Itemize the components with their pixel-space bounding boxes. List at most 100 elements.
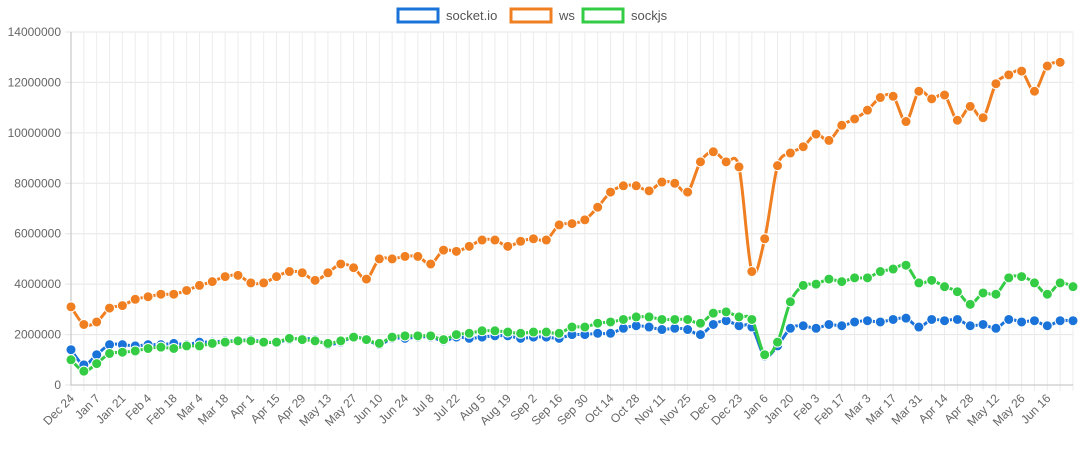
data-point[interactable] <box>797 141 809 153</box>
data-point[interactable] <box>515 327 527 339</box>
data-point[interactable] <box>425 258 437 270</box>
data-point[interactable] <box>283 266 295 278</box>
data-point[interactable] <box>694 156 706 168</box>
data-point[interactable] <box>206 276 218 288</box>
data-point[interactable] <box>926 93 938 105</box>
data-point[interactable] <box>142 342 154 354</box>
data-point[interactable] <box>605 316 617 328</box>
data-point[interactable] <box>489 325 501 337</box>
data-point[interactable] <box>399 250 411 262</box>
data-point[interactable] <box>1016 316 1028 328</box>
data-point[interactable] <box>116 346 128 358</box>
data-point[interactable] <box>245 335 257 347</box>
data-point[interactable] <box>617 313 629 325</box>
data-point[interactable] <box>784 147 796 159</box>
legend-item[interactable]: sockjs <box>581 7 668 24</box>
data-point[interactable] <box>823 134 835 146</box>
data-point[interactable] <box>617 180 629 192</box>
data-point[interactable] <box>386 253 398 265</box>
data-point[interactable] <box>309 335 321 347</box>
data-point[interactable] <box>65 344 77 356</box>
data-point[interactable] <box>913 321 925 333</box>
data-point[interactable] <box>129 293 141 305</box>
data-point[interactable] <box>836 276 848 288</box>
data-point[interactable] <box>553 219 565 231</box>
data-point[interactable] <box>271 271 283 283</box>
data-point[interactable] <box>874 266 886 278</box>
data-point[interactable] <box>450 329 462 341</box>
data-point[interactable] <box>913 277 925 289</box>
data-point[interactable] <box>810 128 822 140</box>
data-point[interactable] <box>797 320 809 332</box>
data-point[interactable] <box>669 177 681 189</box>
data-point[interactable] <box>335 258 347 270</box>
data-point[interactable] <box>746 313 758 325</box>
data-point[interactable] <box>707 318 719 330</box>
data-point[interactable] <box>990 322 1002 334</box>
data-point[interactable] <box>759 233 771 245</box>
data-point[interactable] <box>887 313 899 325</box>
data-point[interactable] <box>707 307 719 319</box>
data-point[interactable] <box>682 313 694 325</box>
data-point[interactable] <box>694 329 706 341</box>
data-point[interactable] <box>1067 281 1079 293</box>
data-point[interactable] <box>193 340 205 352</box>
data-point[interactable] <box>643 311 655 323</box>
data-point[interactable] <box>682 324 694 336</box>
data-point[interactable] <box>630 311 642 323</box>
data-point[interactable] <box>720 156 732 168</box>
data-point[interactable] <box>412 330 424 342</box>
data-point[interactable] <box>810 278 822 290</box>
data-point[interactable] <box>797 279 809 291</box>
data-point[interactable] <box>104 302 116 314</box>
data-point[interactable] <box>656 176 668 188</box>
data-point[interactable] <box>643 321 655 333</box>
data-point[interactable] <box>412 250 424 262</box>
data-point[interactable] <box>1003 272 1015 284</box>
data-point[interactable] <box>155 341 167 353</box>
data-point[interactable] <box>566 321 578 333</box>
data-point[interactable] <box>605 327 617 339</box>
data-point[interactable] <box>733 161 745 173</box>
data-point[interactable] <box>849 272 861 284</box>
data-point[interactable] <box>849 113 861 125</box>
data-point[interactable] <box>386 331 398 343</box>
legend-item[interactable]: ws <box>509 7 575 24</box>
data-point[interactable] <box>476 325 488 337</box>
data-point[interactable] <box>438 334 450 346</box>
data-point[interactable] <box>1041 320 1053 332</box>
legend-item[interactable]: socket.io <box>396 7 497 24</box>
data-point[interactable] <box>592 317 604 329</box>
data-point[interactable] <box>360 334 372 346</box>
data-point[interactable] <box>605 186 617 198</box>
data-point[interactable] <box>540 234 552 246</box>
data-point[interactable] <box>502 240 514 252</box>
data-point[interactable] <box>977 287 989 299</box>
data-point[interactable] <box>951 313 963 325</box>
data-point[interactable] <box>258 336 270 348</box>
data-point[interactable] <box>874 316 886 328</box>
data-point[interactable] <box>232 269 244 281</box>
data-point[interactable] <box>245 277 257 289</box>
data-point[interactable] <box>939 89 951 101</box>
data-point[interactable] <box>360 273 372 285</box>
data-point[interactable] <box>900 312 912 324</box>
data-point[interactable] <box>964 298 976 310</box>
data-point[interactable] <box>887 263 899 275</box>
data-point[interactable] <box>784 296 796 308</box>
data-point[interactable] <box>309 274 321 286</box>
data-point[interactable] <box>682 186 694 198</box>
data-point[interactable] <box>168 342 180 354</box>
data-point[interactable] <box>1028 85 1040 97</box>
data-point[interactable] <box>849 316 861 328</box>
data-point[interactable] <box>1016 271 1028 283</box>
data-point[interactable] <box>656 324 668 336</box>
data-point[interactable] <box>1003 313 1015 325</box>
data-point[interactable] <box>373 253 385 265</box>
data-point[interactable] <box>861 315 873 327</box>
data-point[interactable] <box>271 336 283 348</box>
data-point[interactable] <box>1054 56 1066 68</box>
data-point[interactable] <box>964 320 976 332</box>
data-point[interactable] <box>450 245 462 257</box>
data-point[interactable] <box>990 288 1002 300</box>
